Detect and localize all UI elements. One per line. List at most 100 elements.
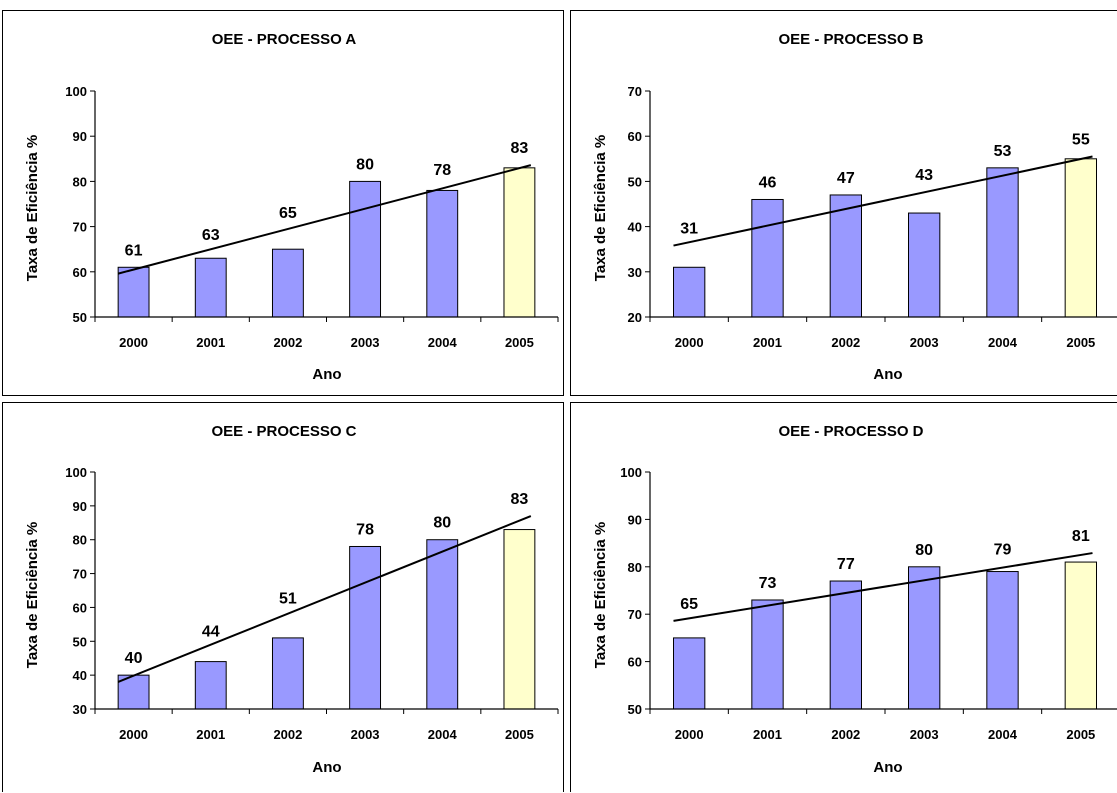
bar-2001 [194,661,227,710]
y-tick-label: 60 [73,265,87,280]
y-tick-label: 50 [628,174,642,189]
trend-line [673,155,1093,247]
y-tick-label: 80 [73,174,87,189]
y-tick-label: 50 [628,702,642,717]
data-label: 61 [125,242,143,259]
x-tick-label: 2004 [428,335,458,350]
chart-title: OEE - PROCESSO B [778,31,923,48]
chart-title: OEE - PROCESSO C [211,423,356,440]
bar-2002 [271,248,304,318]
bar-2004 [986,571,1019,710]
chart-title: OEE - PROCESSO A [212,31,357,48]
y-axis-label: Taxa de Eficiência % [592,522,609,668]
x-axis-label: Ano [873,366,902,383]
y-axis-label: Taxa de Eficiência % [24,135,41,281]
x-tick-label: 2002 [831,727,860,742]
chart-panel-processo-d: OEE - PROCESSO D Taxa de Eficiência % An… [570,402,1117,792]
data-label: 80 [915,542,933,559]
bar-chart-processo-d: OEE - PROCESSO D Taxa de Eficiência % An… [592,423,1117,776]
y-tick-label: 90 [628,512,642,527]
x-tick-label: 2002 [273,335,302,350]
bar-2005 [1064,158,1097,318]
data-label: 55 [1072,132,1090,149]
y-tick-label: 70 [628,607,642,622]
bar-2001 [194,257,227,318]
bar-2000 [673,266,706,318]
data-label: 44 [202,624,220,641]
data-label: 51 [279,591,297,608]
bar-2002 [829,580,862,710]
y-tick-label: 30 [628,265,642,280]
trend-line [673,552,1093,622]
bar-2000 [673,637,706,710]
y-tick-label: 100 [65,84,87,99]
bar-2003 [349,180,382,318]
bar-2005 [1064,561,1097,710]
data-label: 81 [1072,528,1090,545]
data-label: 80 [433,515,451,532]
y-tick-label: 40 [628,220,642,235]
data-label: 47 [837,170,855,187]
y-tick-label: 60 [628,129,642,144]
x-tick-label: 2002 [831,335,860,350]
data-label: 40 [125,650,143,667]
data-label: 83 [511,491,529,508]
bar-chart-processo-b: OEE - PROCESSO B Taxa de Eficiência % An… [592,31,1117,383]
chart-panel-processo-b: OEE - PROCESSO B Taxa de Eficiência % An… [570,10,1117,396]
data-label: 43 [915,167,933,184]
bar-2003 [908,566,941,710]
data-label: 83 [511,140,529,157]
data-label: 78 [433,162,451,179]
x-axis-label: Ano [312,366,341,383]
x-tick-label: 2004 [988,335,1018,350]
bar-2005 [503,529,536,710]
chart-title: OEE - PROCESSO D [778,423,923,440]
bar-2003 [908,212,941,318]
x-tick-label: 2000 [119,335,148,350]
trend-line [117,515,532,683]
x-tick-label: 2000 [675,727,704,742]
y-tick-label: 60 [73,600,87,615]
data-label: 79 [994,542,1012,559]
y-tick-label: 90 [73,499,87,514]
data-label: 65 [680,596,698,613]
y-tick-label: 30 [73,702,87,717]
x-tick-label: 2004 [428,727,458,742]
y-tick-label: 90 [73,129,87,144]
x-tick-label: 2004 [988,727,1018,742]
x-tick-label: 2005 [505,727,534,742]
bar-2001 [751,198,784,318]
x-axis-label: Ano [312,759,341,776]
bar-2001 [751,599,784,710]
y-tick-label: 20 [628,310,642,325]
x-tick-label: 2000 [675,335,704,350]
x-tick-label: 2003 [351,727,380,742]
chart-panel-processo-c: OEE - PROCESSO C Taxa de Eficiência % An… [2,402,564,792]
x-tick-label: 2005 [505,335,534,350]
chart-panel-processo-a: OEE - PROCESSO A Taxa de Eficiência % An… [2,10,564,396]
y-tick-label: 60 [628,655,642,670]
bar-2004 [426,189,459,318]
data-label: 80 [356,156,374,173]
data-label: 46 [759,174,777,191]
x-tick-label: 2003 [910,335,939,350]
bar-2005 [503,167,536,318]
y-tick-label: 70 [73,220,87,235]
x-tick-label: 2003 [351,335,380,350]
trend-line [117,164,532,275]
x-tick-label: 2000 [119,727,148,742]
y-axis-label: Taxa de Eficiência % [24,522,41,668]
data-label: 73 [759,575,777,592]
x-tick-label: 2005 [1066,727,1095,742]
y-tick-label: 80 [73,533,87,548]
x-tick-label: 2003 [910,727,939,742]
x-tick-label: 2001 [753,727,782,742]
bar-2000 [117,266,150,318]
y-tick-label: 40 [73,668,87,683]
x-axis-label: Ano [873,759,902,776]
bar-chart-processo-c: OEE - PROCESSO C Taxa de Eficiência % An… [24,423,559,776]
bar-2003 [349,545,382,710]
bar-2004 [426,539,459,710]
data-label: 53 [994,143,1012,160]
y-tick-label: 100 [65,465,87,480]
